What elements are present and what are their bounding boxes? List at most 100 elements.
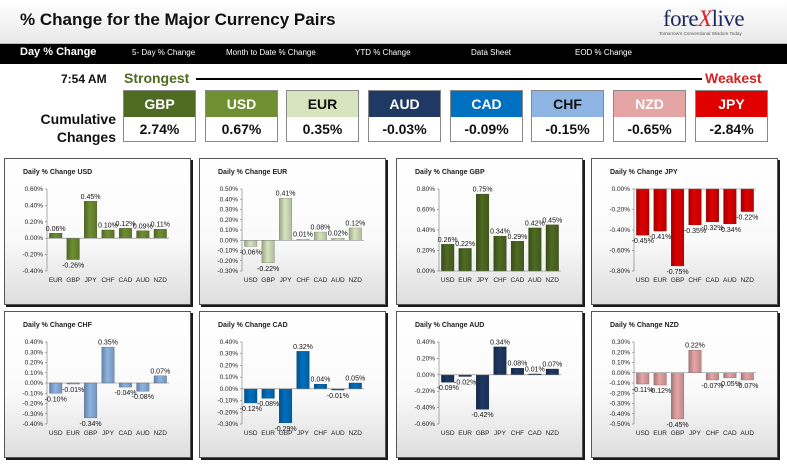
bar-chf bbox=[705, 372, 719, 381]
data-label: -0.10% bbox=[45, 396, 67, 403]
currency-box-chf: CHF -0.15% bbox=[531, 90, 604, 142]
forexlive-logo[interactable]: foreXlive Tomorrow's Conventional Wisdom… bbox=[655, 6, 770, 40]
weakest-label: Weakest bbox=[705, 70, 762, 86]
x-tick-label: JPY bbox=[85, 277, 98, 284]
chart-panel-chf: Daily % Change CHF 0.40% 0.30% 0.20% 0.10% 0… bbox=[4, 311, 191, 458]
x-tick-label: AUD bbox=[331, 430, 345, 437]
bar-chf bbox=[101, 229, 115, 239]
data-label: 0.45% bbox=[542, 217, 562, 224]
chart-panel-eur: Daily % Change EUR 0.50% 0.40% 0.30% 0.20% 0… bbox=[199, 158, 386, 305]
bar-cad bbox=[510, 241, 524, 272]
tab-5-day-change[interactable]: 5- Day % Change bbox=[132, 48, 196, 57]
x-tick-label: GBP bbox=[476, 430, 490, 437]
y-tick-label: -0.80% bbox=[609, 268, 630, 275]
x-tick-label: USD bbox=[441, 277, 455, 284]
tab-month-to-date-change[interactable]: Month to Date % Change bbox=[226, 48, 316, 57]
currency-value: -2.84% bbox=[709, 121, 754, 137]
bar-chf bbox=[688, 188, 702, 226]
data-label: -0.45% bbox=[666, 422, 688, 429]
x-tick-label: GBP bbox=[671, 277, 685, 284]
bar-gbp bbox=[84, 382, 98, 419]
y-tick-label: 0.40% bbox=[25, 202, 44, 209]
ranking-arrow-line bbox=[196, 78, 702, 80]
tab-ytd-change[interactable]: YTD % Change bbox=[355, 48, 411, 57]
y-tick-label: 0.10% bbox=[612, 360, 631, 367]
bar-nzd bbox=[545, 224, 559, 272]
y-tick-label: -0.20% bbox=[609, 390, 630, 397]
tab-day-change[interactable]: Day % Change bbox=[20, 46, 97, 58]
y-tick-label: -0.20% bbox=[22, 252, 43, 259]
currency-box-aud: AUD -0.03% bbox=[368, 90, 441, 142]
y-tick-label: 0.40% bbox=[417, 339, 436, 346]
data-label: -0.01% bbox=[327, 393, 349, 400]
x-tick-label: USD bbox=[244, 430, 258, 437]
y-tick-label: -0.40% bbox=[609, 411, 630, 418]
x-tick-label: NZD bbox=[349, 430, 363, 437]
currency-value: -0.09% bbox=[464, 121, 509, 137]
data-label: 0.08% bbox=[310, 225, 330, 232]
bar-aud bbox=[136, 230, 150, 239]
x-tick-label: GBP bbox=[66, 277, 80, 284]
chart-title: Daily % Change AUD bbox=[415, 322, 485, 329]
y-tick-label: 0.00% bbox=[220, 237, 239, 244]
currency-box-cad: CAD -0.09% bbox=[450, 90, 523, 142]
data-label: 0.34% bbox=[490, 339, 510, 346]
tab-eod-change[interactable]: EOD % Change bbox=[575, 48, 632, 57]
bar-cad bbox=[118, 382, 132, 388]
logo-tagline: Tomorrow's Conventional Wisdom Today bbox=[659, 31, 742, 36]
bar-aud bbox=[528, 227, 542, 272]
chart-panel-aud: Daily % Change AUD 0.40% 0.20% 0.00% -0.20%… bbox=[396, 311, 583, 458]
y-tick-label: 0.60% bbox=[417, 207, 436, 214]
data-label: -0.09% bbox=[437, 385, 459, 392]
page-title: % Change for the Major Currency Pairs bbox=[20, 10, 336, 29]
x-tick-label: NZD bbox=[741, 277, 755, 284]
x-tick-label: CHF bbox=[706, 430, 719, 437]
chart-title: Daily % Change NZD bbox=[610, 322, 679, 329]
x-tick-label: JPY bbox=[297, 430, 310, 437]
x-tick-label: EUR bbox=[261, 430, 275, 437]
bar-usd bbox=[441, 244, 455, 272]
currency-box-jpy: JPY -2.84% bbox=[695, 90, 768, 142]
x-tick-label: CHF bbox=[493, 277, 506, 284]
currency-code: EUR bbox=[287, 91, 358, 117]
data-label: 0.42% bbox=[525, 220, 545, 227]
bar-cad bbox=[723, 372, 737, 379]
bar-jpy bbox=[688, 350, 702, 373]
currency-code: AUD bbox=[369, 91, 440, 117]
x-tick-label: USD bbox=[244, 277, 258, 284]
y-tick-label: 0.40% bbox=[25, 339, 44, 346]
y-tick-label: -0.10% bbox=[22, 390, 43, 397]
bar-chf bbox=[493, 235, 507, 272]
data-label: 0.26% bbox=[438, 237, 458, 244]
x-tick-label: NZD bbox=[546, 277, 560, 284]
y-tick-label: 0.00% bbox=[417, 268, 436, 275]
x-tick-label: EUR bbox=[653, 277, 667, 284]
y-tick-label: 0.30% bbox=[220, 207, 239, 214]
x-tick-label: EUR bbox=[458, 277, 472, 284]
bar-usd bbox=[636, 372, 650, 385]
y-tick-label: 0.20% bbox=[417, 248, 436, 255]
data-label: 0.32% bbox=[293, 344, 313, 351]
chart-panel-jpy: Daily % Change JPY 0.00% -0.20% -0.40% -0.6… bbox=[591, 158, 778, 305]
data-label: 0.12% bbox=[345, 220, 365, 227]
y-tick-label: 0.00% bbox=[417, 372, 436, 379]
chart-panel-nzd: Daily % Change NZD 0.30% 0.20% 0.10% 0.00% -… bbox=[591, 311, 778, 458]
y-tick-label: 0.50% bbox=[220, 186, 239, 193]
y-tick-label: -0.40% bbox=[609, 227, 630, 234]
currency-code: NZD bbox=[614, 91, 685, 117]
tab-data-sheet[interactable]: Data Sheet bbox=[471, 48, 512, 57]
x-tick-label: GBP bbox=[84, 430, 98, 437]
y-tick-label: 0.40% bbox=[417, 227, 436, 234]
bar-aud bbox=[331, 237, 345, 241]
y-tick-label: -0.50% bbox=[609, 421, 630, 428]
bar-gbp bbox=[671, 372, 685, 420]
bar-chf bbox=[510, 368, 524, 376]
currency-box-eur: EUR 0.35% bbox=[286, 90, 359, 142]
data-label: -0.02% bbox=[454, 379, 476, 386]
bar-gbp bbox=[476, 374, 490, 410]
x-tick-label: AUD bbox=[136, 277, 150, 284]
data-label: 0.41% bbox=[276, 191, 296, 198]
bar-eur bbox=[653, 372, 667, 386]
bar-jpy bbox=[279, 198, 293, 241]
y-tick-label: 0.00% bbox=[25, 235, 44, 242]
